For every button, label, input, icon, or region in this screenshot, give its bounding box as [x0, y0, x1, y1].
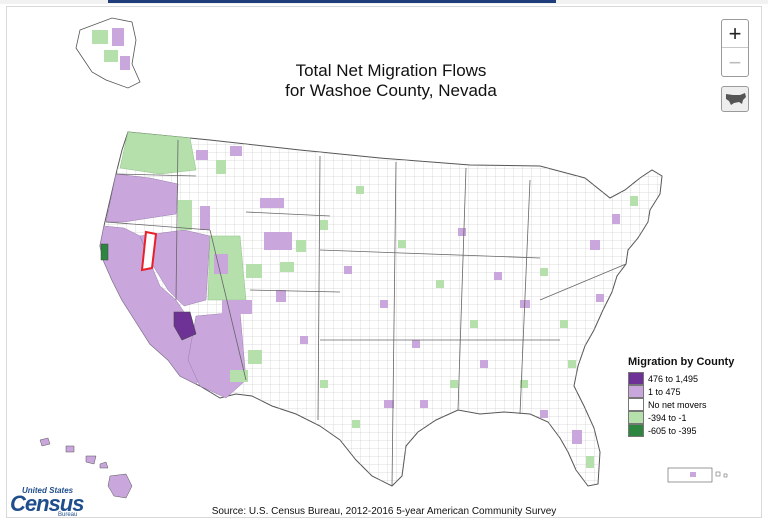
clark-county: [173, 311, 197, 341]
logo-top-text: United States: [22, 486, 74, 495]
legend-label: 1 to 475: [648, 386, 681, 397]
census-bureau-logo: United States Census Bureau: [10, 486, 90, 518]
zoom-out-button[interactable]: −: [728, 50, 742, 75]
dark-green-county: [100, 243, 109, 261]
legend-swatch: [628, 385, 644, 398]
nevada-counties: [139, 229, 211, 307]
map-title-line1: Total Net Migration Flows: [295, 61, 487, 80]
legend-label: No net movers: [648, 399, 707, 410]
state-borders: [105, 139, 627, 487]
logo-main-text: Census: [10, 491, 84, 516]
legend: Migration by County 476 to 1,495 1 to 47…: [628, 356, 748, 437]
washington-counties: [119, 131, 197, 175]
zoom-control: + −: [721, 19, 749, 77]
map-title: Total Net Migration Flows for Washoe Cou…: [240, 61, 542, 101]
legend-swatch: [628, 372, 644, 385]
arizona-counties: [187, 311, 247, 399]
legend-item: -605 to -395: [628, 424, 748, 437]
legend-item: No net movers: [628, 398, 748, 411]
zoom-in-button[interactable]: +: [722, 20, 748, 48]
map-title-line2: for Washoe County, Nevada: [285, 81, 497, 100]
top-strip-segment: [108, 0, 556, 3]
legend-item: -394 to -1: [628, 411, 748, 424]
hawaii: [39, 437, 133, 499]
legend-swatch: [628, 411, 644, 424]
logo-sub-text: Bureau: [58, 512, 78, 518]
legend-label: -394 to -1: [648, 412, 687, 423]
legend-label: 476 to 1,495: [648, 373, 699, 384]
full-extent-button[interactable]: [721, 86, 749, 112]
legend-title: Migration by County: [628, 356, 735, 368]
puerto-rico: [667, 467, 728, 483]
legend-label: -605 to -395: [648, 425, 697, 436]
legend-swatch: [628, 424, 644, 437]
county-grid: [100, 132, 662, 486]
source-note: Source: U.S. Census Bureau, 2012-2016 5-…: [211, 506, 557, 517]
usa-extent-icon: [726, 93, 746, 105]
legend-item: 1 to 475: [628, 385, 748, 398]
legend-swatch: [628, 398, 644, 411]
map-frame: [6, 6, 762, 518]
browser-top-strip: [0, 0, 768, 4]
washoe-county-selected[interactable]: [140, 230, 158, 272]
legend-item: 476 to 1,495: [628, 372, 748, 385]
